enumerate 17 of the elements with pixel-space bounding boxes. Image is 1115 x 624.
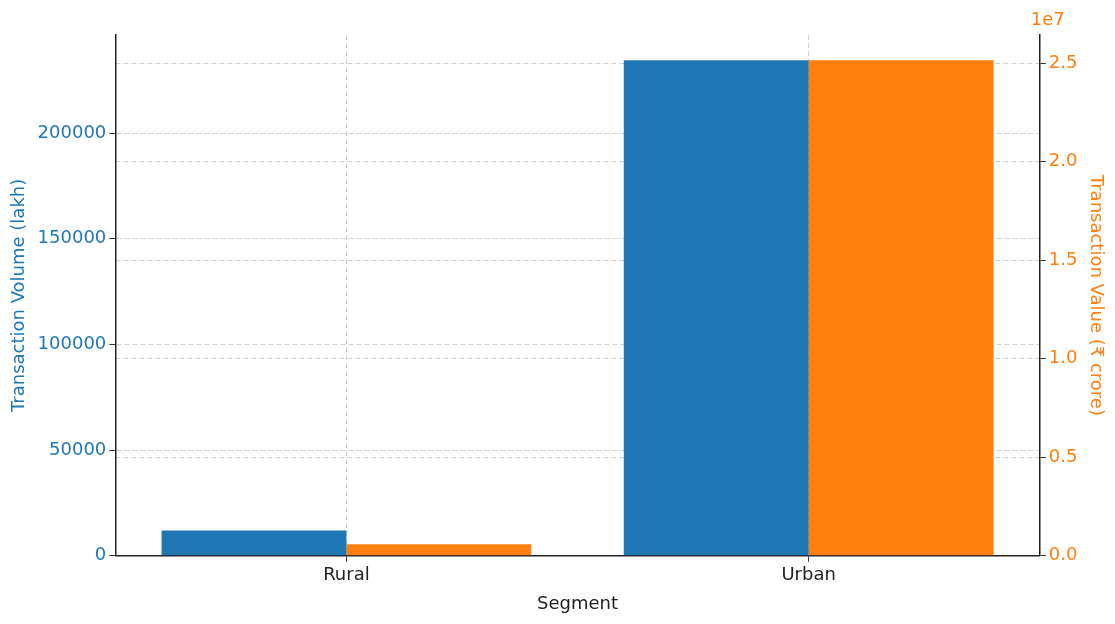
y-tick-label: 150000: [37, 226, 107, 248]
y2-tick-label: 0.5: [1048, 444, 1078, 466]
y-tick-label: 200000: [37, 120, 107, 142]
y-tick-label: 0: [94, 543, 107, 565]
y-axis-title: Transaction Volume (lakh): [7, 178, 29, 414]
x-tick-label: Urban: [781, 563, 836, 585]
y2-tick-label: 1.0: [1048, 346, 1078, 368]
y-tick-label: 100000: [37, 332, 107, 354]
x-axis-title: Segment: [537, 591, 619, 613]
y2-axis-title: Transaction Value (₹ crore): [1086, 173, 1108, 416]
text: 1e7: [1030, 7, 1065, 29]
x-tick-label: Rural: [323, 563, 370, 585]
y2-tick-label: 1.5: [1048, 247, 1078, 269]
y-tick-label: 50000: [49, 437, 107, 459]
y2-tick-label: 2.0: [1048, 149, 1078, 171]
y2-tick-label: 0.0: [1048, 543, 1078, 565]
y2-tick-label: 2.5: [1048, 50, 1078, 72]
